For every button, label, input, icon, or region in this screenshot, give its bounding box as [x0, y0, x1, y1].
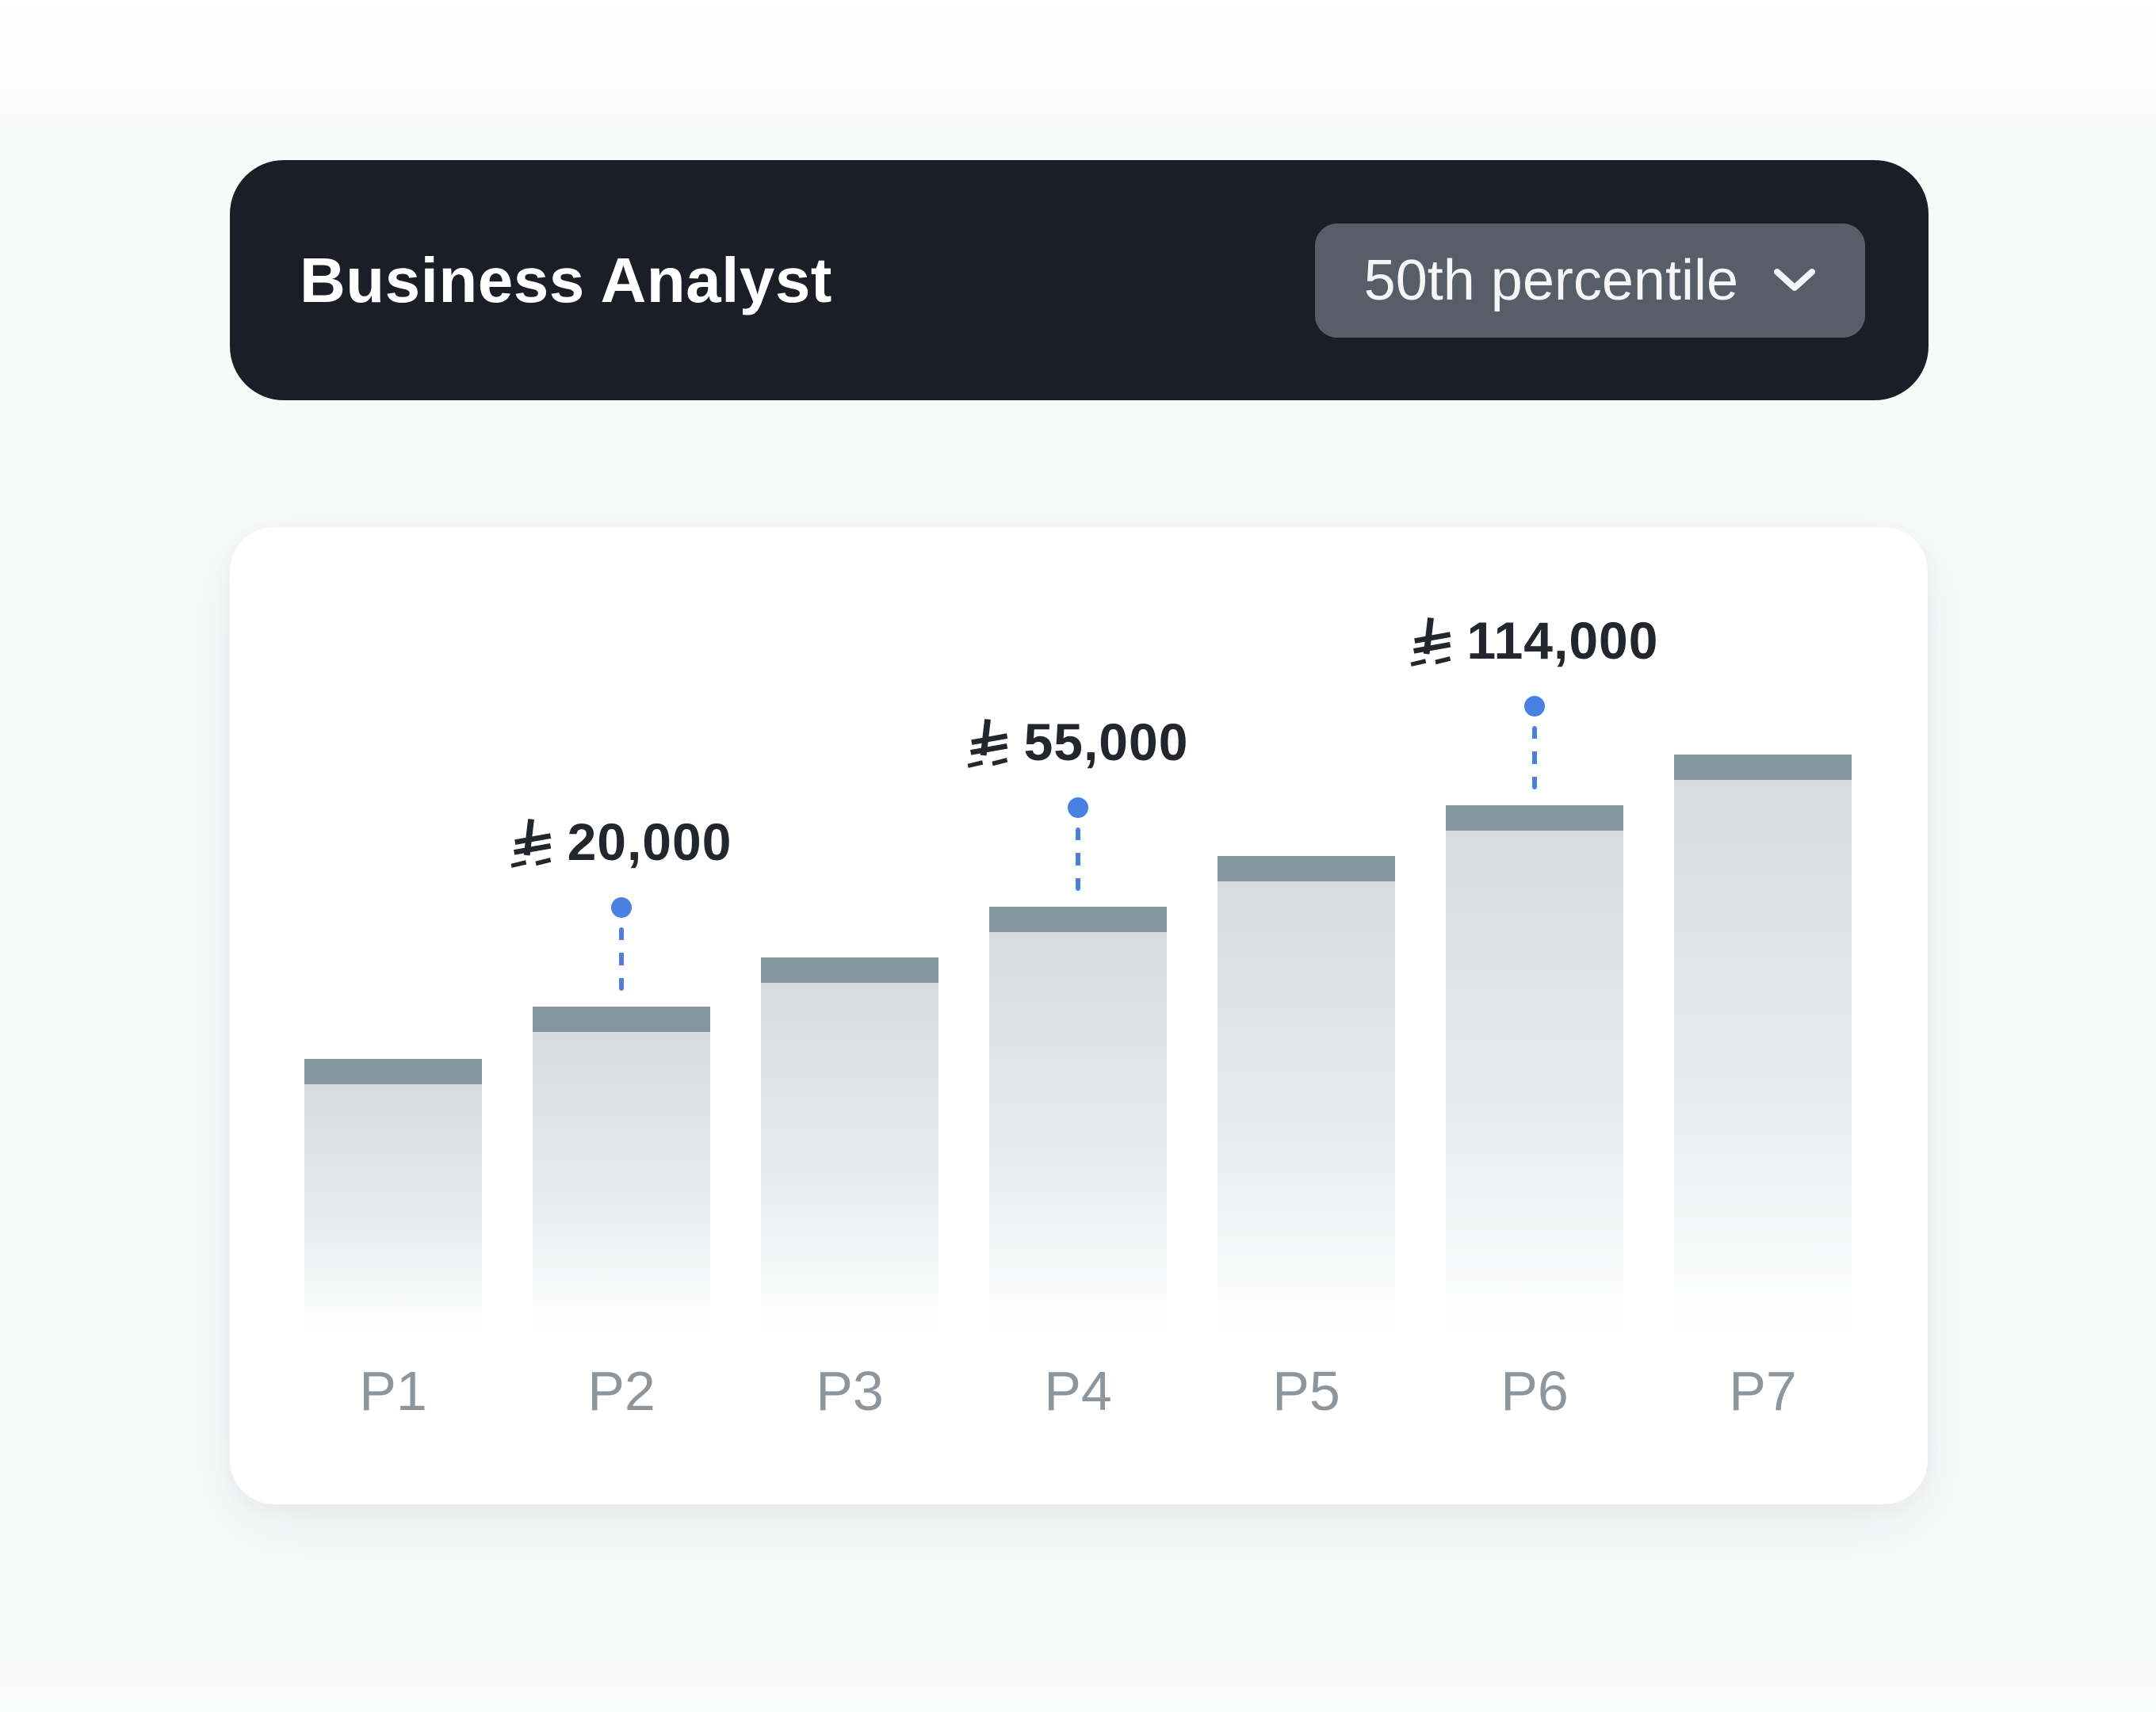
bar — [1674, 755, 1852, 1332]
annotation-dash-line — [1076, 827, 1080, 891]
bar-cap — [304, 1059, 482, 1084]
currency-mark-icon — [1410, 617, 1451, 667]
category-label: P2 — [587, 1360, 656, 1422]
value-text: 20,000 — [567, 812, 732, 871]
annotation-dot — [1524, 696, 1545, 717]
bar-cap — [1446, 805, 1623, 831]
bar — [304, 1059, 482, 1332]
annotation-dash-line — [1532, 726, 1537, 789]
value-annotation-label: 20,000 — [510, 812, 732, 872]
bar-cap — [1218, 856, 1395, 881]
category-label: P4 — [1044, 1360, 1112, 1422]
bar-body — [989, 932, 1167, 1332]
bar — [761, 957, 938, 1332]
value-text: 114,000 — [1466, 611, 1659, 670]
bar-body — [1674, 780, 1852, 1332]
page-title: Business Analyst — [300, 244, 832, 315]
annotation-dot — [611, 897, 632, 918]
bar — [1446, 805, 1623, 1332]
bar-column: P7 — [1674, 527, 1852, 1504]
value-annotation-label: 114,000 — [1410, 610, 1659, 671]
bar-body — [761, 983, 938, 1332]
bar-body — [533, 1032, 710, 1332]
category-label: P3 — [816, 1360, 884, 1422]
category-label: P1 — [359, 1360, 427, 1422]
bar-body — [1446, 831, 1623, 1332]
bar-cap — [761, 957, 938, 983]
bar-cap — [989, 907, 1167, 932]
bar-column: P3 — [761, 527, 938, 1504]
value-text: 55,000 — [1023, 713, 1189, 771]
bar-body — [1218, 881, 1395, 1332]
category-label: P6 — [1500, 1360, 1569, 1422]
bar-column: 55,000 P4 — [967, 527, 1187, 1504]
currency-mark-icon — [967, 719, 1008, 768]
chart-card: P1 20,000 P2 — [230, 527, 1928, 1504]
percentile-dropdown-value: 50th percentile — [1363, 248, 1738, 312]
percentile-dropdown[interactable]: 50th percentile — [1314, 223, 1865, 338]
bar — [1218, 856, 1395, 1332]
annotation-dash-line — [619, 927, 624, 991]
bar-column: 114,000 P6 — [1410, 527, 1657, 1504]
bar-cap — [1674, 755, 1852, 780]
annotation-dot — [1068, 797, 1088, 818]
bar — [533, 1007, 710, 1332]
bar-cap — [533, 1007, 710, 1032]
category-label: P5 — [1272, 1360, 1340, 1422]
currency-mark-icon — [510, 819, 552, 868]
header-bar: Business Analyst 50th percentile — [230, 160, 1929, 400]
bar-column: P5 — [1218, 527, 1395, 1504]
bar-body — [304, 1084, 482, 1332]
value-annotation-label: 55,000 — [967, 712, 1189, 772]
bar-column: 20,000 P2 — [510, 527, 731, 1504]
bar — [989, 907, 1167, 1332]
bar-column: P1 — [304, 527, 482, 1504]
chevron-down-icon — [1774, 268, 1815, 291]
category-label: P7 — [1729, 1360, 1797, 1422]
